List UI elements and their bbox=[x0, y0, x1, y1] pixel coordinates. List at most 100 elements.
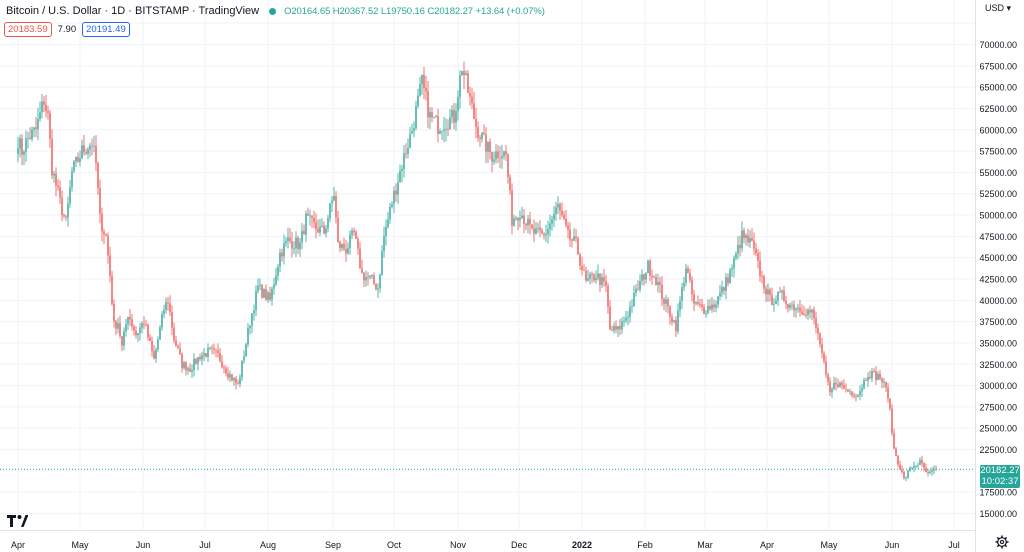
candle-body bbox=[725, 277, 727, 291]
candle-body bbox=[735, 253, 737, 259]
candle-body bbox=[587, 278, 589, 281]
candle bbox=[155, 347, 157, 364]
time-axis[interactable]: Apr May Jun Jul Aug Sep Oct Nov Dec 2022 Feb Mar Apr… bbox=[11, 540, 960, 550]
candle-body bbox=[321, 225, 323, 227]
candle-body bbox=[195, 358, 197, 364]
candle bbox=[683, 276, 685, 292]
candle-body bbox=[493, 159, 495, 162]
candle bbox=[577, 236, 579, 255]
candle bbox=[133, 324, 135, 336]
candle bbox=[349, 230, 351, 255]
candle bbox=[171, 305, 173, 336]
candle bbox=[605, 274, 607, 292]
price-axis[interactable]: 15000.0017500.0020000.0022500.0025000.00… bbox=[979, 40, 1017, 519]
candle-body bbox=[187, 368, 189, 371]
candle-body bbox=[707, 305, 709, 314]
candle bbox=[531, 224, 533, 230]
candle bbox=[123, 327, 125, 351]
price-tick-label: 57500.00 bbox=[979, 147, 1017, 157]
candle-body bbox=[545, 234, 547, 236]
candle-body bbox=[843, 385, 845, 389]
tradingview-logo-icon[interactable] bbox=[6, 512, 28, 530]
candle bbox=[501, 144, 503, 169]
candle bbox=[59, 180, 61, 204]
candle bbox=[107, 232, 109, 264]
candle-body bbox=[147, 324, 149, 338]
candle bbox=[635, 283, 637, 297]
candle-body bbox=[227, 373, 229, 378]
candle-body bbox=[331, 200, 333, 204]
candle bbox=[391, 201, 393, 209]
candle bbox=[175, 335, 177, 347]
candle bbox=[737, 236, 739, 260]
candle-body bbox=[241, 360, 243, 378]
candle-body bbox=[347, 247, 349, 254]
candle-body bbox=[599, 273, 601, 285]
candle-body bbox=[29, 137, 31, 140]
candle-body bbox=[557, 204, 559, 208]
candle-body bbox=[177, 346, 179, 349]
candle-body bbox=[183, 362, 185, 369]
candle bbox=[257, 278, 259, 294]
candle-body bbox=[513, 218, 515, 226]
candle bbox=[437, 108, 439, 143]
candle-body bbox=[257, 285, 259, 292]
candle bbox=[267, 290, 269, 303]
currency-selector[interactable]: USD ▾ bbox=[985, 3, 1011, 14]
candle bbox=[565, 209, 567, 228]
candle bbox=[303, 224, 305, 235]
candle bbox=[117, 317, 119, 334]
price-tick-label: 60000.00 bbox=[979, 125, 1017, 135]
sell-price-button[interactable]: 20183.59 bbox=[4, 22, 52, 37]
candle bbox=[179, 342, 181, 355]
candle bbox=[491, 151, 493, 173]
candle bbox=[431, 107, 433, 123]
buy-price-button[interactable]: 20191.49 bbox=[82, 22, 130, 37]
candle-body bbox=[23, 151, 25, 155]
symbol-title[interactable]: Bitcoin / U.S. Dollar · 1D · BITSTAMP · … bbox=[6, 5, 260, 17]
time-tick-label: Jul bbox=[948, 540, 960, 550]
candle-body bbox=[349, 234, 351, 248]
candle bbox=[473, 91, 475, 120]
candle bbox=[873, 368, 875, 373]
candle bbox=[147, 322, 149, 341]
candle bbox=[141, 321, 143, 334]
candle-body bbox=[313, 217, 315, 223]
time-tick-label: 2022 bbox=[572, 540, 592, 550]
candle bbox=[375, 283, 377, 291]
candle bbox=[263, 288, 265, 299]
candle-body bbox=[109, 255, 111, 276]
candle bbox=[849, 388, 851, 396]
candle-body bbox=[243, 356, 245, 361]
candle bbox=[85, 148, 87, 156]
candle-body bbox=[893, 433, 895, 449]
candle bbox=[191, 364, 193, 378]
candle bbox=[711, 296, 713, 313]
candle-body bbox=[281, 252, 283, 257]
candle-body bbox=[283, 243, 285, 257]
candle-body bbox=[675, 320, 677, 332]
candle-body bbox=[489, 141, 491, 153]
candle bbox=[457, 90, 459, 121]
candle-body bbox=[483, 132, 485, 135]
candle-body bbox=[593, 274, 595, 281]
time-tick-label: Jun bbox=[136, 540, 151, 550]
candle bbox=[601, 273, 603, 289]
candle bbox=[297, 235, 299, 255]
candle-body bbox=[665, 299, 667, 304]
candle-body bbox=[527, 218, 529, 226]
gear-icon[interactable] bbox=[995, 535, 1009, 549]
candle-body bbox=[385, 226, 387, 237]
candle bbox=[507, 152, 509, 184]
candle bbox=[855, 393, 857, 402]
candle bbox=[877, 371, 879, 381]
price-tick-label: 50000.00 bbox=[979, 211, 1017, 221]
candle bbox=[899, 460, 901, 470]
candle-body bbox=[133, 326, 135, 331]
candle bbox=[247, 323, 249, 348]
candle-body bbox=[535, 228, 537, 234]
candle-body bbox=[519, 218, 521, 221]
candle bbox=[807, 308, 809, 320]
candle bbox=[701, 298, 703, 312]
